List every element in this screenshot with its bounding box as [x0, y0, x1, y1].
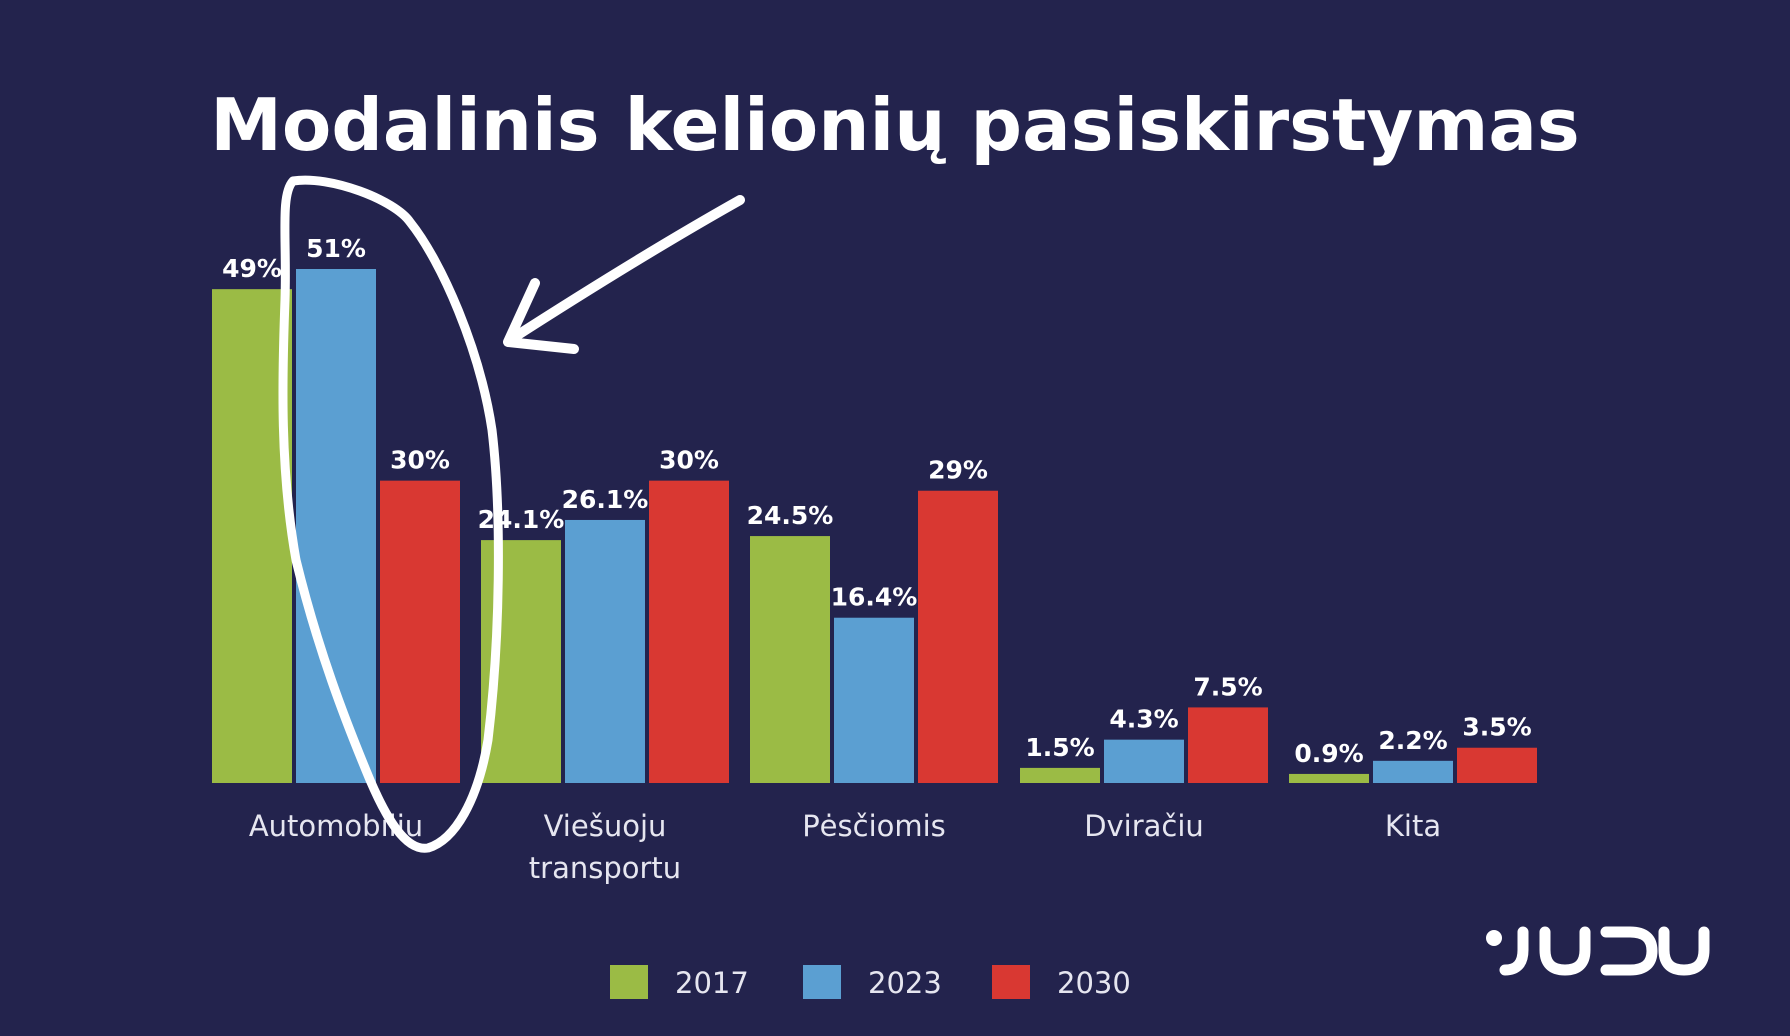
value-label-2030-0: 30% [390, 446, 450, 475]
bar-2017-2 [750, 536, 830, 783]
bar-2023-3 [1104, 739, 1184, 783]
legend-label-2017: 2017 [675, 966, 749, 1000]
value-label-2023-0: 51% [306, 234, 366, 263]
judu-logo [1486, 926, 1710, 976]
bars-group [212, 269, 1537, 783]
category-label-4-0: Kita [1385, 809, 1441, 843]
value-label-2017-1: 24.1% [478, 505, 565, 534]
category-label-1-0: Viešuoju [544, 809, 667, 843]
value-label-2030-2: 29% [928, 456, 988, 485]
legend-label-2030: 2030 [1057, 966, 1131, 1000]
bar-2030-2 [918, 490, 998, 783]
value-label-2017-4: 0.9% [1294, 739, 1363, 768]
logo-d [1600, 926, 1658, 976]
value-label-2030-4: 3.5% [1462, 713, 1531, 742]
category-label-2-0: Pėsčiomis [802, 809, 946, 843]
legend-swatch-2017 [610, 965, 648, 999]
annotation-circle [278, 175, 503, 853]
annotation-arrow-head [503, 278, 579, 354]
bar-2030-1 [649, 480, 729, 783]
category-label-1-1: transportu [529, 851, 681, 885]
value-label-2023-1: 26.1% [562, 485, 649, 514]
category-label-3-0: Dviračiu [1084, 809, 1204, 843]
chart-title: Modalinis kelionių pasiskirstymas [210, 83, 1580, 167]
bar-2023-4 [1373, 760, 1453, 783]
bar-2017-3 [1020, 767, 1100, 783]
value-label-2023-2: 16.4% [831, 583, 918, 612]
bar-2023-1 [565, 519, 645, 783]
legend: 2017 2023 2030 [610, 965, 1131, 1000]
value-label-2023-4: 2.2% [1378, 726, 1447, 755]
value-label-2017-2: 24.5% [747, 501, 834, 530]
hand-drawn-annotation [278, 175, 745, 853]
logo-dot [1486, 930, 1502, 946]
value-label-2030-3: 7.5% [1193, 672, 1262, 701]
value-label-2023-3: 4.3% [1109, 705, 1178, 734]
logo-u1 [1539, 926, 1591, 976]
bar-2017-4 [1289, 773, 1369, 783]
legend-swatch-2030 [992, 965, 1030, 999]
bar-2030-4 [1457, 747, 1537, 783]
bar-2023-2 [834, 617, 914, 783]
value-labels-group: 49% 51% 30% 24.1%26.1% 30% 24.5% 16.4% 29% 1.5% 4… [222, 234, 1532, 768]
value-label-2030-1: 30% [659, 446, 719, 475]
logo-u2 [1658, 926, 1710, 976]
legend-swatch-2023 [803, 965, 841, 999]
annotation-arrow-shaft [505, 195, 745, 345]
value-label-2017-3: 1.5% [1025, 733, 1094, 762]
legend-label-2023: 2023 [868, 966, 942, 1000]
logo-j [1499, 926, 1529, 976]
bar-2030-0 [380, 480, 460, 783]
value-label-2017-0: 49% [222, 254, 282, 283]
bar-2030-3 [1188, 707, 1268, 783]
